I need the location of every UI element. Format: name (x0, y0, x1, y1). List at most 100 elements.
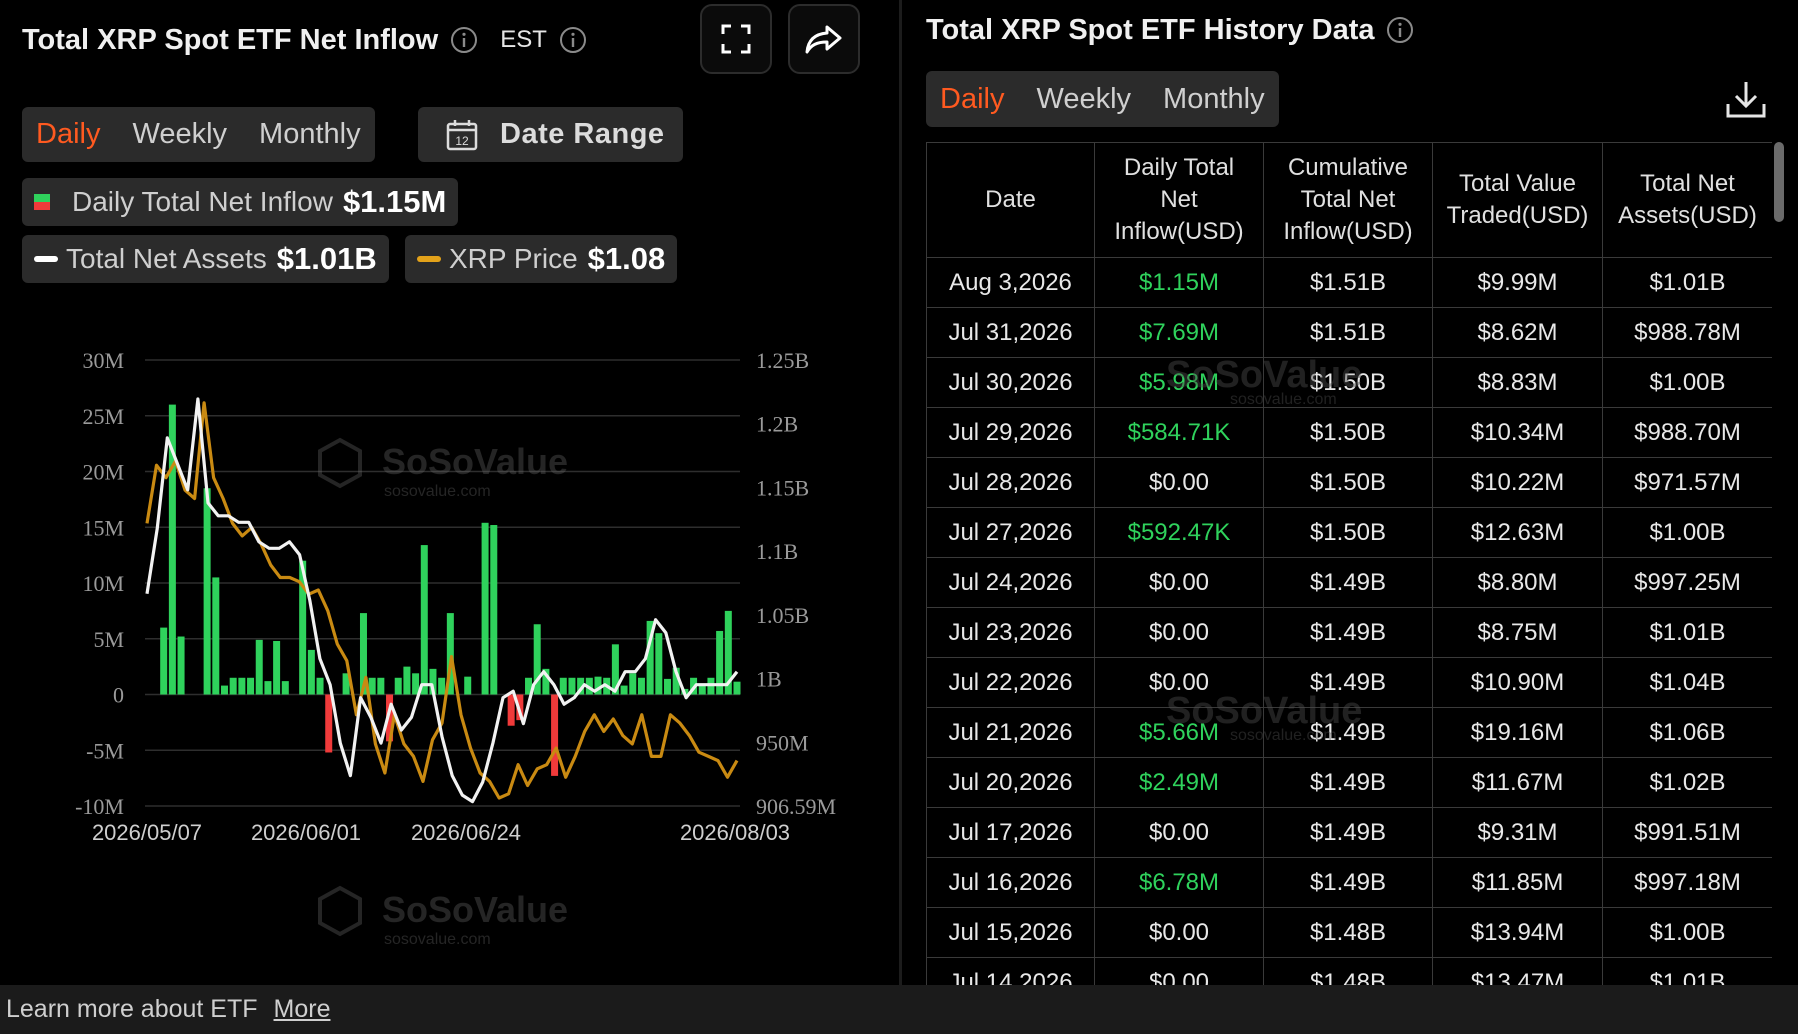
table-cell: Jul 28,2026 (926, 457, 1095, 508)
legend-assets-label: Total Net Assets (66, 243, 267, 274)
inflow-bar (446, 613, 454, 695)
info-icon[interactable] (450, 26, 478, 54)
left-axis-tick: 25M (82, 404, 124, 429)
tab-monthly[interactable]: Monthly (259, 118, 361, 150)
inflow-bar (281, 681, 289, 695)
left-axis-tick: 5M (93, 627, 124, 652)
inflow-bar (420, 545, 428, 695)
table-row[interactable]: Jul 16,2026 $6.78M $1.49B $11.85M $997.18M (926, 857, 1772, 908)
table-cell: $1.48B (1263, 907, 1433, 958)
table-cell: $1.49B (1263, 607, 1433, 658)
table-row[interactable]: Jul 24,2026 $0.00 $1.49B $8.80M $997.25M (926, 557, 1772, 608)
history-info-icon[interactable] (1386, 16, 1414, 44)
history-tab-weekly[interactable]: Weekly (1036, 82, 1132, 115)
inflow-bar (672, 667, 680, 695)
table-row[interactable]: Jul 27,2026 $592.47K $1.50B $12.63M $1.00B (926, 507, 1772, 558)
left-axis-tick: 0 (113, 683, 124, 708)
table-row[interactable]: Jul 17,2026 $0.00 $1.49B $9.31M $991.51M (926, 807, 1772, 858)
table-cell: $1.01B (1602, 957, 1772, 985)
legend-inflow-label: Daily Total Net Inflow (72, 186, 333, 217)
column-header-line: Cumulative (1287, 154, 1409, 181)
legend-inflow-value: $1.15M (342, 184, 447, 219)
column-header-line: Inflow(USD) (1114, 218, 1244, 245)
left-axis-tick: 10M (82, 571, 124, 596)
left-axis-tick: 30M (82, 348, 124, 373)
table-cell: Jul 21,2026 (926, 707, 1095, 758)
inflow-bar (733, 681, 741, 695)
inflow-bar (220, 685, 228, 695)
net-inflow-chart[interactable]: SoSoValue sosovalue.com SoSoValue sosova… (0, 320, 898, 980)
chart-watermarks: SoSoValue sosovalue.com SoSoValue sosova… (318, 437, 568, 948)
left-axis-tick: -5M (86, 738, 124, 763)
table-row[interactable]: Jul 31,2026 $7.69M $1.51B $8.62M $988.78M (926, 307, 1772, 358)
table-row[interactable]: Jul 22,2026 $0.00 $1.49B $10.90M $1.04B (926, 657, 1772, 708)
table-cell: $1.01B (1602, 257, 1772, 308)
table-row[interactable]: Jul 21,2026 $5.66M $1.49B $19.16M $1.06B (926, 707, 1772, 758)
column-header-line: Total Net (1640, 170, 1735, 197)
table-cell: Jul 15,2026 (926, 907, 1095, 958)
table-cell: $592.47K (1094, 507, 1264, 558)
tab-weekly[interactable]: Weekly (132, 118, 228, 150)
table-cell: Jul 23,2026 (926, 607, 1095, 658)
history-tab-monthly[interactable]: Monthly (1163, 82, 1265, 115)
legend-xrp-price[interactable]: XRP Price $1.08 (405, 235, 678, 283)
table-row[interactable]: Jul 23,2026 $0.00 $1.49B $8.75M $1.01B (926, 607, 1772, 658)
table-cell: $1.49B (1263, 557, 1433, 608)
column-header-1: Daily Total Net Inflow(USD) (1094, 142, 1264, 258)
assets-swatch (34, 256, 58, 262)
right-axis-tick: 1.1B (756, 539, 798, 564)
column-header-line: Date (985, 186, 1036, 213)
table-row[interactable]: Jul 14,2026 $0.00 $1.48B $13.47M $1.01B (926, 957, 1772, 985)
inflow-bar (716, 630, 724, 695)
table-cell: $8.62M (1432, 307, 1603, 358)
table-row[interactable]: Jul 30,2026 $5.98M $1.50B $8.83M $1.00B (926, 357, 1772, 408)
fullscreen-button[interactable] (700, 4, 772, 74)
inflow-bar (464, 676, 472, 695)
inflow-bar (559, 677, 567, 695)
column-header-2: Cumulative Total Net Inflow(USD) (1263, 142, 1433, 258)
history-table-container[interactable]: Date Daily Total Net Inflow(USD) Cumulative T… (926, 142, 1772, 985)
table-cell: $991.51M (1602, 807, 1772, 858)
table-cell: Jul 31,2026 (926, 307, 1095, 358)
inflow-bar (568, 677, 576, 695)
timezone-info-icon[interactable] (559, 26, 587, 54)
table-cell: $13.47M (1432, 957, 1603, 985)
inflow-bar (646, 620, 654, 695)
table-row[interactable]: Jul 15,2026 $0.00 $1.48B $13.94M $1.00B (926, 907, 1772, 958)
inflow-bar (698, 685, 706, 695)
table-scrollbar[interactable] (1774, 142, 1784, 222)
inflow-bars (160, 404, 741, 776)
share-button[interactable] (788, 4, 860, 74)
history-tab-daily[interactable]: Daily (940, 82, 1005, 115)
table-cell: $11.67M (1432, 757, 1603, 808)
table-row[interactable]: Jul 20,2026 $2.49M $1.49B $11.67M $1.02B (926, 757, 1772, 808)
inflow-bar (168, 404, 176, 695)
history-table: Date Daily Total Net Inflow(USD) Cumulative T… (926, 142, 1772, 985)
table-cell: $6.78M (1094, 857, 1264, 908)
right-axis-tick: 906.59M (756, 794, 836, 819)
column-header-line: Daily Total (1123, 154, 1235, 181)
chart-lines (145, 397, 739, 804)
table-cell: Jul 30,2026 (926, 357, 1095, 408)
table-row[interactable]: Aug 3,2026 $1.15M $1.51B $9.99M $1.01B (926, 257, 1772, 308)
table-cell: $19.16M (1432, 707, 1603, 758)
inflow-bar (611, 644, 619, 695)
table-cell: $9.99M (1432, 257, 1603, 308)
table-cell: $1.49B (1263, 657, 1433, 708)
more-link[interactable]: More (273, 995, 331, 1023)
inflow-bar (368, 677, 376, 695)
legend-daily-inflow[interactable]: Daily Total Net Inflow $1.15M (22, 178, 459, 226)
download-icon[interactable] (1724, 78, 1768, 122)
table-cell: $988.78M (1602, 307, 1772, 358)
column-header-3: Total Value Traded(USD) (1432, 142, 1603, 258)
date-range-button[interactable]: 12 Date Range (418, 107, 683, 162)
legend-price-label: XRP Price (449, 243, 578, 274)
table-body: Aug 3,2026 $1.15M $1.51B $9.99M $1.01B Jul 31… (926, 257, 1772, 985)
tab-daily[interactable]: Daily (36, 118, 101, 150)
legend-price-value: $1.08 (587, 241, 666, 276)
table-row[interactable]: Jul 29,2026 $584.71K $1.50B $10.34M $988.70M (926, 407, 1772, 458)
table-cell: $0.00 (1094, 557, 1264, 608)
legend-total-net-assets[interactable]: Total Net Assets $1.01B (22, 235, 389, 283)
table-row[interactable]: Jul 28,2026 $0.00 $1.50B $10.22M $971.57M (926, 457, 1772, 508)
table-cell: $8.80M (1432, 557, 1603, 608)
